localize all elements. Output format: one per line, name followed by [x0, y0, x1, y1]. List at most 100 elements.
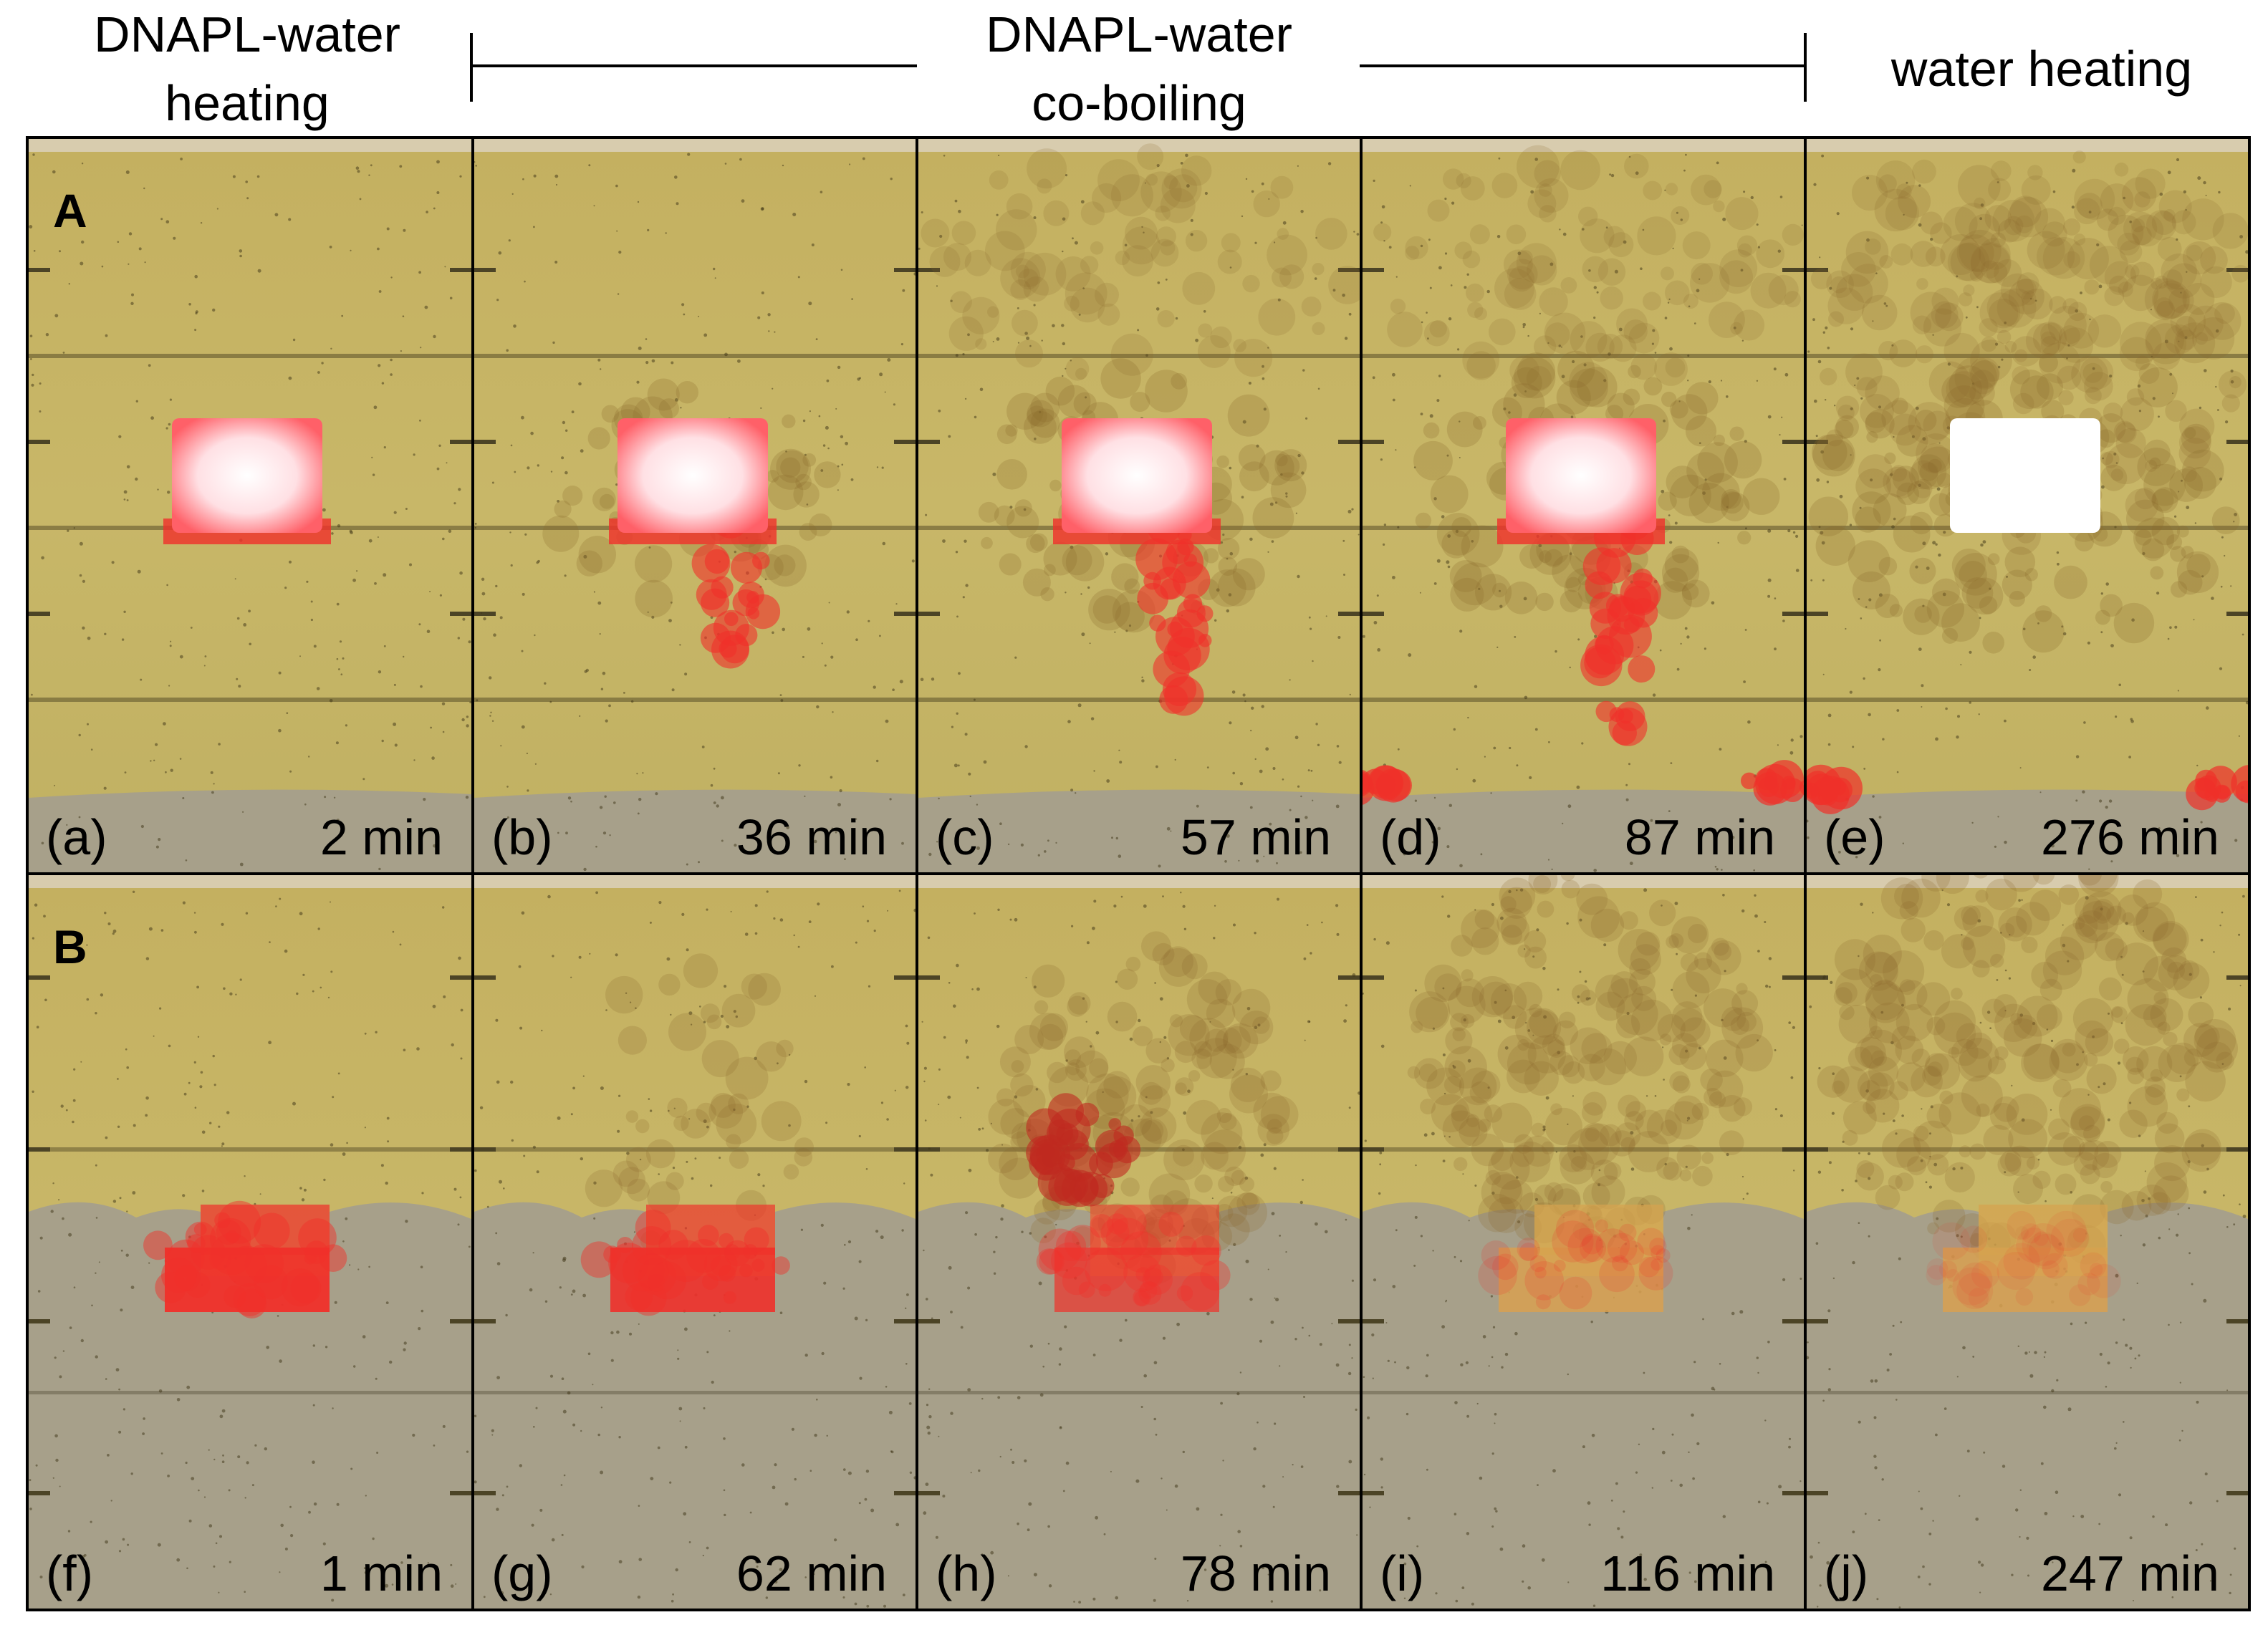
panel-elapsed-time: 62 min — [736, 1545, 887, 1601]
seam-line — [474, 1391, 916, 1394]
tick-mark-left — [474, 1319, 496, 1323]
tick-mark-right — [2226, 1147, 2248, 1152]
tick-mark-right — [1338, 1147, 1360, 1152]
tick-mark-right — [450, 1491, 471, 1495]
tick-mark-left — [474, 1147, 496, 1152]
panel-letter: (f) — [46, 1545, 94, 1601]
panel-photo — [29, 139, 471, 872]
vapor-cloud — [1808, 353, 2240, 654]
panel-elapsed-time: 1 min — [319, 1545, 443, 1601]
tick-mark-right — [894, 975, 916, 980]
tick-mark-right — [1338, 1491, 1360, 1495]
top-frame-strip — [474, 875, 916, 888]
photo-panel-a: A (a) 2 min — [29, 139, 471, 872]
tick-mark-right — [1782, 1491, 1804, 1495]
seam-line — [1807, 698, 2248, 702]
panel-letter: (g) — [491, 1545, 553, 1601]
dnapl-speckle — [1478, 1210, 1673, 1310]
seam-line — [918, 698, 1360, 702]
tick-mark-left — [1807, 975, 1828, 980]
grey-water-layer — [29, 1202, 471, 1609]
seam-line — [29, 1391, 471, 1394]
dnapl-upper-zone — [1534, 1205, 1663, 1255]
dnapl-source-zone — [1499, 1248, 1663, 1312]
tick-mark-left — [474, 975, 496, 980]
tick-mark-right — [1338, 612, 1360, 616]
seam-line — [1363, 1147, 1804, 1152]
tick-mark-right — [1338, 440, 1360, 444]
grey-water-layer — [474, 1202, 916, 1609]
tick-mark-left — [918, 440, 940, 444]
seam-line — [1807, 1391, 2248, 1394]
tick-mark-right — [1782, 975, 1804, 980]
tick-mark-left — [1807, 268, 1828, 272]
tick-mark-right — [2226, 612, 2248, 616]
row-label: A — [53, 184, 87, 237]
vapor-cloud-upper — [1373, 145, 1804, 401]
tick-mark-right — [894, 440, 916, 444]
tick-mark-left — [1807, 1491, 1828, 1495]
panel-letter: (i) — [1380, 1545, 1425, 1601]
tick-mark-left — [1807, 440, 1828, 444]
panel-photo — [918, 875, 1360, 1609]
grey-water-layer — [1807, 1202, 2248, 1609]
grey-water-layer — [1363, 1202, 1804, 1609]
top-frame-strip — [29, 875, 471, 888]
phase-bracket-left-line — [470, 64, 917, 67]
seam-line — [1363, 354, 1804, 358]
heater-box — [1062, 418, 1212, 533]
tick-mark-right — [2226, 440, 2248, 444]
tick-mark-right — [894, 1491, 916, 1495]
tick-mark-left — [918, 612, 940, 616]
tick-mark-left — [1363, 440, 1384, 444]
tick-mark-left — [1363, 1491, 1384, 1495]
seam-line — [29, 1147, 471, 1152]
tick-mark-left — [29, 1319, 50, 1323]
dnapl-blob — [1026, 1093, 1141, 1207]
tick-mark-right — [1782, 1319, 1804, 1323]
header-water-heating: water heating — [1890, 41, 2193, 97]
seam-line — [1807, 1147, 2248, 1152]
top-frame-strip — [474, 139, 916, 152]
tick-mark-left — [1363, 975, 1384, 980]
tick-mark-left — [1807, 612, 1828, 616]
photo-panel-g: (g) 62 min — [474, 875, 916, 1609]
phase-divider-left — [470, 33, 473, 102]
photo-panel-j: (j) 247 min — [1807, 875, 2248, 1609]
grey-water-layer — [918, 789, 1360, 872]
heater-box — [618, 418, 768, 533]
panel-photo — [1807, 139, 2248, 872]
vapor-plume — [1817, 875, 2238, 1267]
dnapl-source-zone — [165, 1248, 330, 1312]
tick-mark-right — [2226, 1491, 2248, 1495]
tick-mark-right — [450, 440, 471, 444]
panel-letter: (a) — [46, 809, 107, 865]
panel-elapsed-time: 57 min — [1180, 809, 1331, 865]
grey-water-layer — [918, 1202, 1360, 1609]
top-frame-strip — [918, 139, 1360, 152]
tick-mark-left — [918, 1491, 940, 1495]
dnapl-finger — [691, 503, 781, 669]
tick-mark-right — [2226, 268, 2248, 272]
panel-letter: (b) — [491, 809, 553, 865]
tick-mark-right — [894, 1147, 916, 1152]
tick-mark-left — [29, 612, 50, 616]
panel-elapsed-time: 247 min — [2040, 1545, 2219, 1601]
dnapl-pool-right — [2186, 765, 2248, 811]
tick-mark-right — [450, 612, 471, 616]
header-dnapl-water-heating: DNAPL-water heating — [94, 6, 400, 131]
tick-mark-right — [2226, 1319, 2248, 1323]
seam-line — [918, 354, 1360, 358]
grey-water-layer — [1807, 789, 2248, 872]
seam-line — [1363, 1391, 1804, 1394]
tick-mark-right — [1338, 268, 1360, 272]
panel-photo — [29, 875, 471, 1609]
tick-mark-left — [29, 1147, 50, 1152]
panel-photo — [1363, 139, 1804, 872]
dnapl-pool-left — [1807, 764, 1863, 814]
vapor-cloud-upper — [1810, 150, 2248, 400]
tick-mark-right — [1782, 268, 1804, 272]
phase-bracket-right-line — [1360, 64, 1805, 67]
dnapl-speckle — [1926, 1210, 2121, 1309]
dnapl-source-zone — [610, 1248, 775, 1312]
